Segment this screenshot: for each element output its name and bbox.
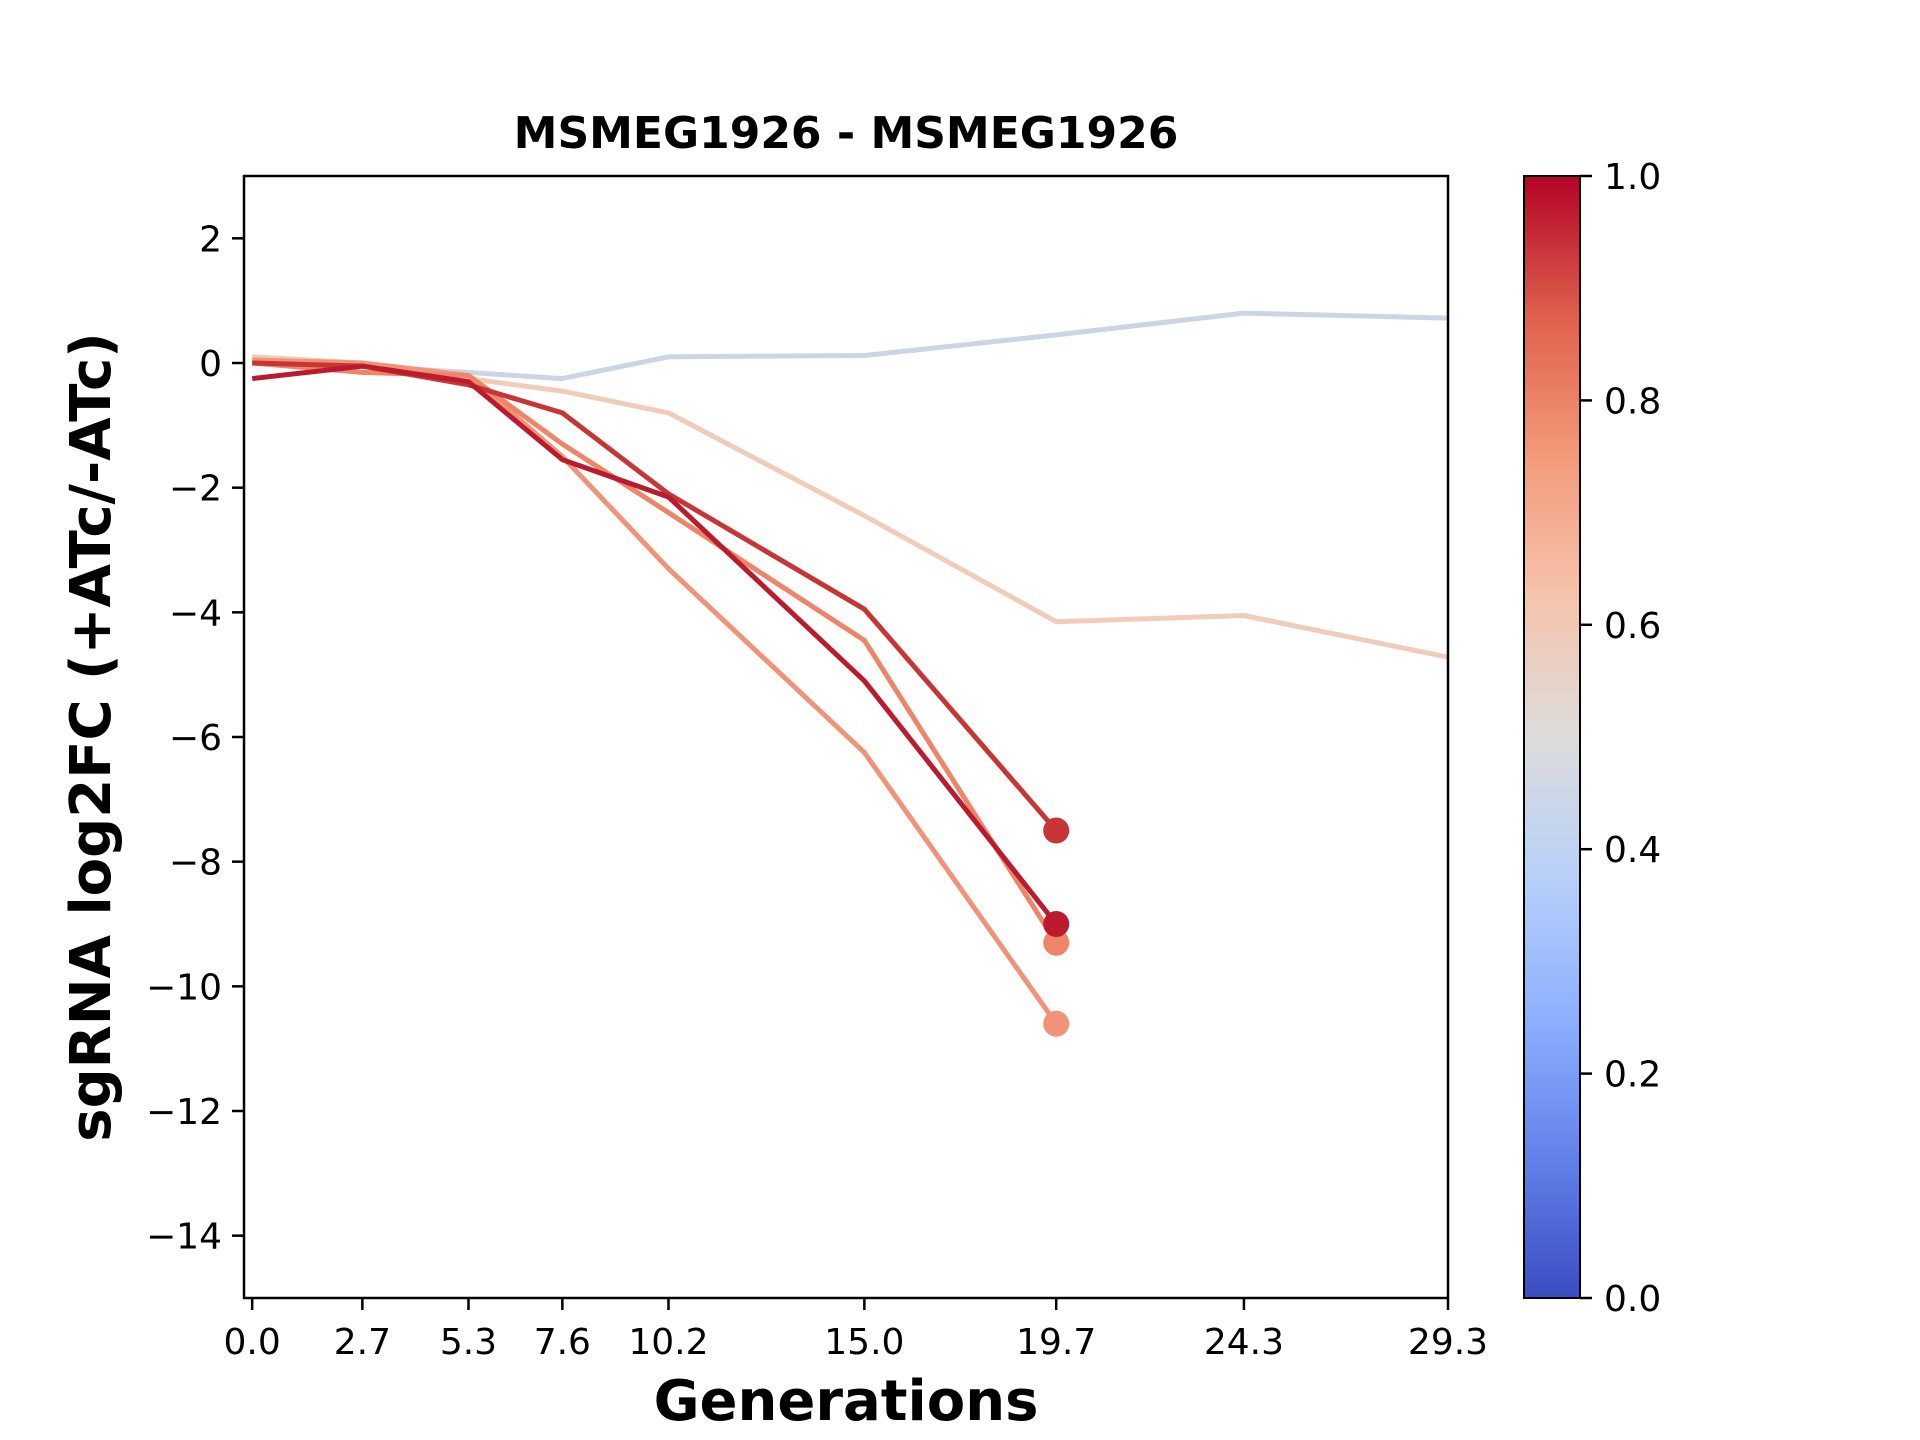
series-line-6 <box>251 363 1059 926</box>
x-tick-label: 0.0 <box>224 1322 281 1363</box>
y-tick-label: −14 <box>146 1217 222 1258</box>
x-axis: 0.0 2.7 5.3 7.6 10.2 15.0 19.7 24.3 29.3 <box>224 1298 1488 1363</box>
x-tick-label: 7.6 <box>534 1322 591 1363</box>
series-line-2 <box>252 354 1449 660</box>
colorbar-axis: 0.0 0.2 0.4 0.6 0.8 1.0 <box>1580 157 1661 1320</box>
x-tick-label: 24.3 <box>1204 1322 1284 1363</box>
colorbar-tick-label: 0.8 <box>1604 381 1661 422</box>
y-tick-label: 2 <box>199 219 222 260</box>
series-endpoint-marker-6 <box>1043 911 1070 937</box>
colorbar <box>1523 175 1581 1299</box>
x-tick-label: 10.2 <box>628 1322 708 1363</box>
y-tick-label: −8 <box>169 843 222 884</box>
series-layer <box>251 310 1449 1037</box>
x-tick-label: 29.3 <box>1408 1322 1488 1363</box>
y-axis-label: sgRNA log2FC (+ATc/-ATc) <box>59 332 124 1142</box>
series-line-4 <box>251 360 1059 945</box>
x-tick-label: 19.7 <box>1016 1322 1096 1363</box>
colorbar-tick-label: 0.6 <box>1604 606 1661 647</box>
x-axis-label: Generations <box>654 1369 1039 1434</box>
x-tick-label: 15.0 <box>824 1322 904 1363</box>
y-tick-label: 0 <box>199 344 222 385</box>
y-tick-label: −10 <box>146 967 222 1008</box>
colorbar-tick-label: 0.0 <box>1604 1279 1661 1320</box>
series-endpoint-marker-5 <box>1043 817 1070 844</box>
colorbar-tick-label: 0.2 <box>1604 1055 1661 1096</box>
series-endpoint-marker-3 <box>1043 1010 1070 1037</box>
colorbar-tick-label: 1.0 <box>1604 157 1661 198</box>
y-tick-label: −6 <box>169 718 222 759</box>
y-axis: 2 0 −2 −4 −6 −8 −10 −12 −14 <box>146 219 244 1258</box>
series-endpoint-marker-4 <box>1043 929 1070 956</box>
y-tick-label: −4 <box>169 593 222 634</box>
colorbar-tick-label: 0.4 <box>1604 830 1661 871</box>
x-tick-label: 2.7 <box>334 1322 391 1363</box>
y-tick-label: −2 <box>169 469 222 510</box>
series-line-5 <box>252 360 1059 833</box>
x-tick-label: 5.3 <box>440 1322 497 1363</box>
y-tick-label: −12 <box>146 1092 222 1133</box>
chart-title: MSMEG1926 - MSMEG1926 <box>514 108 1179 159</box>
